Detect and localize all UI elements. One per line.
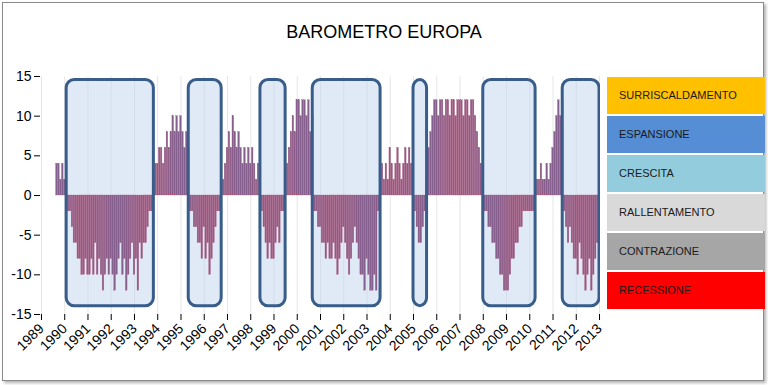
html-text:BAROMETRO EUROPA: BAROMETRO EUROPA: [286, 22, 482, 42]
html-text:RALLENTAMENTO: RALLENTAMENTO: [619, 206, 715, 218]
svg-text:-10: -10: [11, 266, 31, 282]
svg-text:2002: 2002: [315, 320, 349, 354]
svg-text:5: 5: [24, 147, 32, 163]
html-text:CRESCITA: CRESCITA: [619, 167, 674, 179]
svg-text:2000: 2000: [269, 320, 303, 354]
svg-text:-5: -5: [19, 227, 32, 243]
svg-text:2006: 2006: [408, 320, 443, 354]
svg-text:1990: 1990: [36, 320, 70, 354]
svg-text:2008: 2008: [455, 320, 489, 354]
svg-text:1989: 1989: [13, 320, 47, 354]
svg-text:1995: 1995: [152, 320, 187, 354]
svg-text:1996: 1996: [176, 320, 210, 354]
svg-text:15: 15: [16, 68, 32, 84]
svg-text:2005: 2005: [385, 320, 419, 354]
html-text:RECESSIONE: RECESSIONE: [619, 284, 692, 296]
svg-text:1993: 1993: [106, 320, 140, 354]
html-text:SURRISCALDAMENTO: SURRISCALDAMENTO: [619, 89, 737, 101]
svg-text:1992: 1992: [83, 320, 117, 354]
svg-text:-15: -15: [11, 306, 31, 322]
svg-text:2004: 2004: [362, 320, 396, 354]
svg-text:2003: 2003: [338, 320, 373, 354]
html-text:CONTRAZIONE: CONTRAZIONE: [619, 245, 700, 257]
svg-text:2012: 2012: [548, 320, 582, 354]
svg-text:2013: 2013: [571, 320, 604, 353]
svg-text:2001: 2001: [292, 320, 326, 354]
svg-text:1998: 1998: [222, 320, 256, 354]
svg-text:1991: 1991: [59, 320, 94, 354]
svg-text:1994: 1994: [129, 320, 163, 354]
svg-text:2010: 2010: [501, 320, 536, 354]
html-text:ESPANSIONE: ESPANSIONE: [619, 128, 690, 140]
svg-text:0: 0: [24, 187, 32, 203]
svg-text:2011: 2011: [525, 320, 559, 353]
svg-text:1997: 1997: [199, 320, 233, 354]
svg-text:10: 10: [16, 108, 32, 124]
svg-text:2007: 2007: [432, 320, 466, 354]
svg-text:1999: 1999: [245, 320, 280, 354]
svg-text:2009: 2009: [478, 320, 512, 354]
